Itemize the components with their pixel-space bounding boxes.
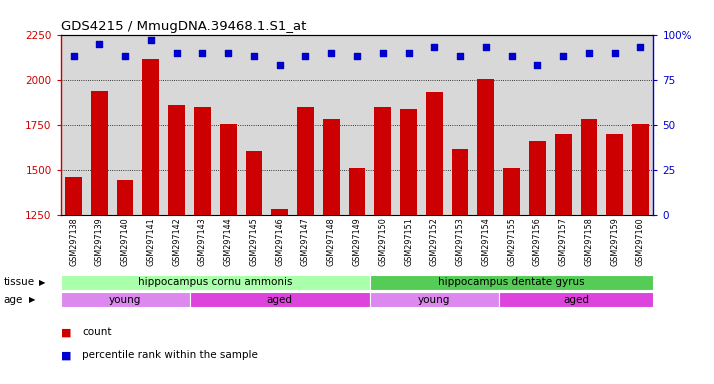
Point bbox=[583, 50, 595, 56]
Text: GSM297144: GSM297144 bbox=[223, 217, 233, 266]
Point bbox=[428, 44, 440, 50]
Text: GSM297154: GSM297154 bbox=[481, 217, 491, 266]
Text: GSM297158: GSM297158 bbox=[584, 217, 593, 266]
Point bbox=[558, 53, 569, 59]
Text: ■: ■ bbox=[61, 327, 71, 337]
Bar bbox=[297, 107, 314, 215]
Text: aged: aged bbox=[563, 295, 589, 305]
Text: hippocampus cornu ammonis: hippocampus cornu ammonis bbox=[138, 277, 293, 287]
Text: GSM297151: GSM297151 bbox=[404, 217, 413, 266]
Text: GSM297138: GSM297138 bbox=[69, 217, 78, 266]
Text: GSM297153: GSM297153 bbox=[456, 217, 465, 266]
Bar bbox=[246, 151, 262, 215]
Bar bbox=[374, 107, 391, 215]
Text: GSM297152: GSM297152 bbox=[430, 217, 439, 266]
Point bbox=[196, 50, 208, 56]
Text: GSM297150: GSM297150 bbox=[378, 217, 387, 266]
Point bbox=[377, 50, 388, 56]
Bar bbox=[220, 124, 236, 215]
Text: percentile rank within the sample: percentile rank within the sample bbox=[82, 350, 258, 360]
Text: GSM297143: GSM297143 bbox=[198, 217, 207, 266]
Text: ▶: ▶ bbox=[29, 295, 35, 304]
Point bbox=[119, 53, 131, 59]
Bar bbox=[143, 59, 159, 215]
Point bbox=[403, 50, 414, 56]
Point bbox=[480, 44, 491, 50]
Text: GSM297146: GSM297146 bbox=[275, 217, 284, 266]
Text: GSM297145: GSM297145 bbox=[249, 217, 258, 266]
Point bbox=[300, 53, 311, 59]
Bar bbox=[478, 79, 494, 215]
Text: count: count bbox=[82, 327, 111, 337]
Point bbox=[171, 50, 182, 56]
Bar bbox=[271, 209, 288, 215]
Text: GSM297155: GSM297155 bbox=[507, 217, 516, 266]
Bar bbox=[503, 168, 520, 215]
Point bbox=[609, 50, 620, 56]
Bar bbox=[555, 134, 571, 215]
Bar bbox=[580, 119, 598, 215]
Text: GSM297156: GSM297156 bbox=[533, 217, 542, 266]
Point bbox=[326, 50, 337, 56]
Point bbox=[506, 53, 518, 59]
Bar bbox=[529, 141, 545, 215]
Point bbox=[351, 53, 363, 59]
Text: hippocampus dentate gyrus: hippocampus dentate gyrus bbox=[438, 277, 585, 287]
Bar bbox=[632, 124, 649, 215]
Point bbox=[274, 62, 286, 68]
Point bbox=[223, 50, 234, 56]
Text: GSM297157: GSM297157 bbox=[558, 217, 568, 266]
Text: ■: ■ bbox=[61, 350, 71, 360]
Text: GSM297160: GSM297160 bbox=[636, 217, 645, 266]
Text: young: young bbox=[109, 295, 141, 305]
Text: GSM297141: GSM297141 bbox=[146, 217, 156, 266]
Text: GSM297149: GSM297149 bbox=[353, 217, 361, 266]
Text: age: age bbox=[4, 295, 23, 305]
Bar bbox=[116, 180, 134, 215]
Bar bbox=[91, 91, 108, 215]
Text: GSM297142: GSM297142 bbox=[172, 217, 181, 266]
Text: GSM297148: GSM297148 bbox=[327, 217, 336, 266]
Bar bbox=[169, 105, 185, 215]
Text: ▶: ▶ bbox=[39, 278, 46, 287]
Bar bbox=[400, 109, 417, 215]
Text: GSM297159: GSM297159 bbox=[610, 217, 619, 266]
Bar bbox=[65, 177, 82, 215]
Text: GSM297140: GSM297140 bbox=[121, 217, 130, 266]
Point bbox=[68, 53, 79, 59]
Bar bbox=[452, 149, 468, 215]
Text: GSM297139: GSM297139 bbox=[95, 217, 104, 266]
Point bbox=[454, 53, 466, 59]
Bar bbox=[426, 92, 443, 215]
Bar bbox=[323, 119, 340, 215]
Text: young: young bbox=[418, 295, 451, 305]
Point bbox=[145, 37, 156, 43]
Bar bbox=[348, 168, 366, 215]
Point bbox=[248, 53, 260, 59]
Point bbox=[635, 44, 646, 50]
Point bbox=[94, 41, 105, 47]
Text: tissue: tissue bbox=[4, 277, 35, 287]
Bar bbox=[194, 107, 211, 215]
Bar bbox=[606, 134, 623, 215]
Text: aged: aged bbox=[267, 295, 293, 305]
Point bbox=[532, 62, 543, 68]
Text: GDS4215 / MmugDNA.39468.1.S1_at: GDS4215 / MmugDNA.39468.1.S1_at bbox=[61, 20, 306, 33]
Text: GSM297147: GSM297147 bbox=[301, 217, 310, 266]
